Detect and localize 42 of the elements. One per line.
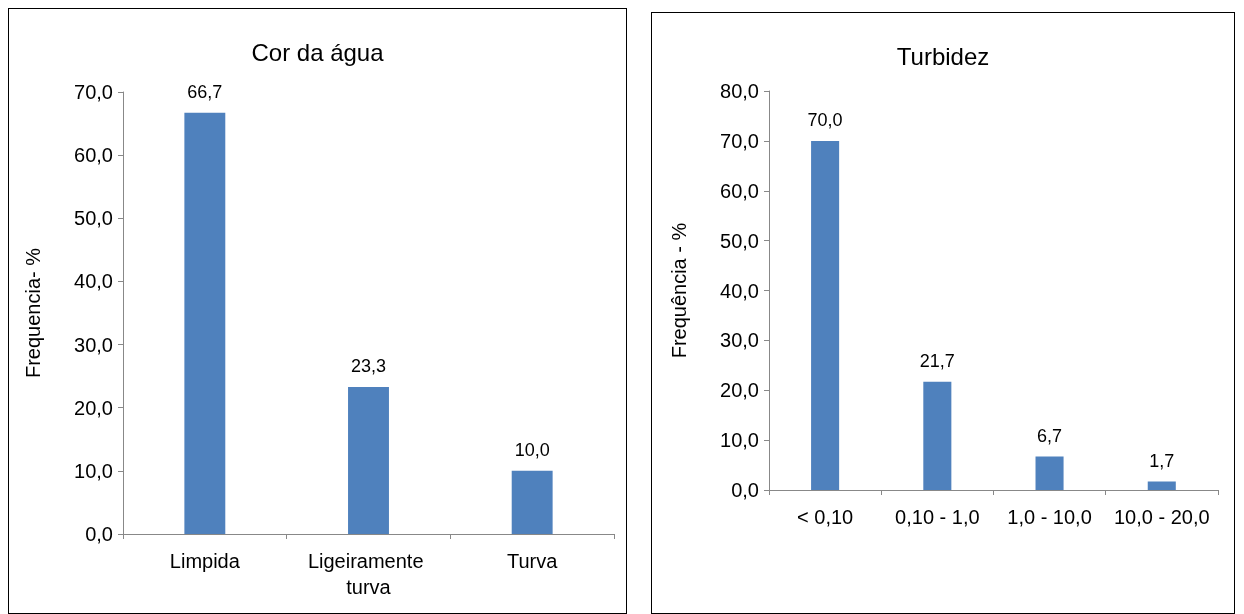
x-tick-label: Limpida — [169, 550, 241, 572]
bar — [511, 470, 553, 534]
bar — [348, 386, 389, 534]
data-label: 21,7 — [919, 350, 955, 371]
data-label: 66,7 — [187, 81, 223, 102]
y-tick-label: 70,0 — [720, 129, 759, 152]
y-tick-label: 40,0 — [720, 279, 759, 302]
x-tick-label: < 0,10 — [797, 506, 854, 528]
x-tick-label: 1,0 - 10,0 — [1007, 506, 1092, 528]
chart-title: Turbidez — [896, 42, 990, 70]
y-tick-label: 30,0 — [74, 333, 113, 356]
chart-title: Cor da água — [251, 38, 385, 66]
bar — [1035, 456, 1064, 490]
x-tick-label: 0,10 - 1,0 — [895, 506, 980, 528]
y-tick-label: 10,0 — [720, 429, 759, 452]
bar — [1147, 481, 1176, 490]
data-label: 6,7 — [1037, 425, 1063, 446]
y-tick-label: 60,0 — [74, 144, 113, 167]
y-axis-title: Frequencia- % — [22, 247, 44, 379]
x-tick-label: 10,0 - 20,0 — [1113, 506, 1210, 528]
y-tick-label: 10,0 — [74, 459, 113, 482]
y-tick-label: 80,0 — [720, 80, 759, 102]
data-label: 70,0 — [807, 109, 843, 130]
y-tick-label: 40,0 — [74, 270, 113, 293]
x-tick-label: Turva — [506, 550, 559, 572]
y-tick-label: 60,0 — [720, 179, 759, 202]
data-label: 10,0 — [514, 439, 550, 460]
bar — [184, 112, 226, 534]
x-tick-label: Ligeiramente turva — [307, 550, 430, 598]
y-tick-label: 50,0 — [720, 229, 759, 252]
bar — [923, 381, 952, 490]
y-tick-label: 0,0 — [85, 523, 113, 545]
bar — [811, 140, 840, 490]
y-tick-label: 30,0 — [720, 329, 759, 352]
y-tick-label: 20,0 — [74, 396, 113, 419]
data-label: 23,3 — [350, 355, 387, 376]
y-tick-label: 0,0 — [731, 479, 759, 501]
y-tick-label: 70,0 — [74, 81, 113, 103]
y-tick-label: 20,0 — [720, 379, 759, 402]
data-label: 1,7 — [1149, 450, 1175, 471]
y-axis-title: Frequência - % — [668, 222, 690, 359]
y-tick-label: 50,0 — [74, 207, 113, 230]
